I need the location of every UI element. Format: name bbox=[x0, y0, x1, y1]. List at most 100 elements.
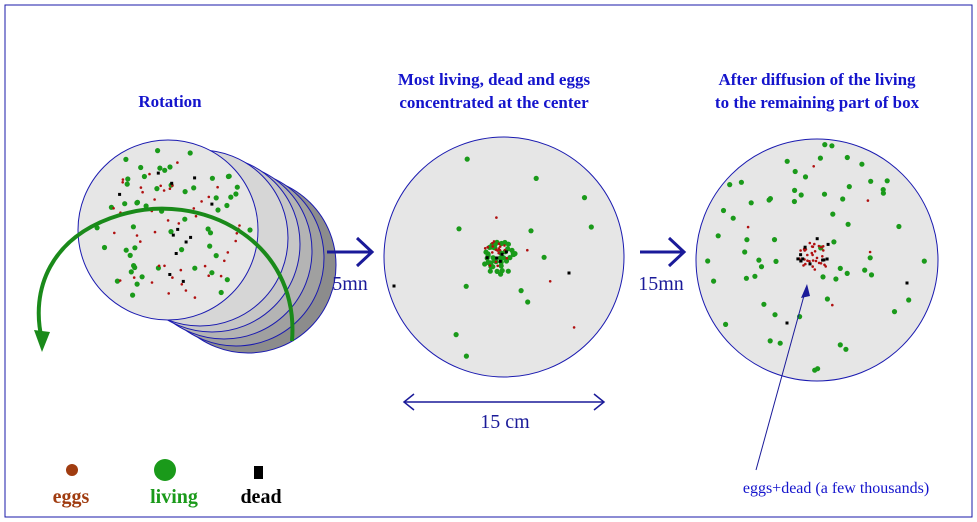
egg-particle bbox=[121, 178, 125, 181]
living-particle bbox=[463, 353, 469, 359]
living-particle bbox=[840, 196, 846, 202]
living-particle bbox=[723, 321, 729, 327]
diffusion-title-line2: to the remaining part of box bbox=[715, 93, 920, 112]
living-particle bbox=[831, 239, 837, 245]
center-panel: Most living, dead and eggs concentrated … bbox=[383, 70, 625, 433]
dead-particle bbox=[181, 279, 185, 283]
living-particle bbox=[845, 221, 851, 227]
diffusion-dish-particles bbox=[705, 142, 927, 373]
egg-particle bbox=[492, 240, 496, 243]
time-label-5mn: 5mn bbox=[332, 273, 368, 295]
dead-particle bbox=[801, 257, 805, 261]
egg-particle bbox=[811, 253, 814, 257]
living-particle bbox=[822, 142, 828, 148]
living-particle bbox=[767, 338, 773, 344]
egg-particle bbox=[498, 248, 502, 252]
living-particle bbox=[868, 178, 874, 184]
egg-particle bbox=[526, 248, 529, 252]
living-particle bbox=[859, 161, 865, 167]
living-particle bbox=[124, 181, 130, 187]
living-particle bbox=[155, 148, 161, 154]
egg-particle bbox=[572, 326, 576, 329]
living-particle bbox=[134, 281, 140, 287]
dead-particle bbox=[799, 259, 803, 263]
dead-particle bbox=[796, 257, 800, 261]
living-particle bbox=[494, 268, 500, 274]
living-particle bbox=[766, 197, 772, 203]
legend-living-label: living bbox=[150, 486, 198, 508]
living-particle bbox=[485, 259, 491, 265]
diffusion-title-line1: After diffusion of the living bbox=[718, 70, 916, 89]
egg-particle bbox=[235, 232, 239, 235]
egg-particle bbox=[822, 249, 825, 252]
egg-particle bbox=[821, 254, 824, 258]
egg-particle bbox=[238, 224, 241, 227]
living-particle bbox=[758, 264, 765, 270]
living-particle bbox=[130, 224, 136, 230]
dead-particle bbox=[118, 192, 122, 196]
living-particle bbox=[837, 265, 843, 271]
living-particle bbox=[224, 277, 230, 283]
center-dish-particles bbox=[392, 156, 594, 359]
egg-particle bbox=[118, 279, 122, 282]
annotation-pointer-head bbox=[801, 284, 810, 298]
living-particle bbox=[906, 297, 912, 303]
living-particle bbox=[830, 211, 836, 217]
living-particle bbox=[125, 176, 131, 182]
living-particle bbox=[533, 175, 539, 181]
dead-particle bbox=[808, 262, 812, 266]
egg-particle bbox=[171, 276, 174, 279]
living-particle bbox=[784, 158, 790, 164]
dead-particle bbox=[176, 227, 180, 231]
egg-particle bbox=[139, 186, 143, 189]
living-particle bbox=[179, 247, 185, 253]
living-particle bbox=[168, 229, 174, 235]
living-particle bbox=[209, 270, 215, 276]
living-particle bbox=[228, 194, 234, 200]
living-particle bbox=[743, 275, 750, 281]
living-particle bbox=[812, 367, 818, 373]
dead-particle bbox=[504, 250, 508, 254]
diffusion-panel: After diffusion of the living to the rem… bbox=[695, 70, 939, 497]
living-particle bbox=[509, 247, 515, 253]
egg-particle bbox=[497, 251, 501, 255]
egg-particle bbox=[494, 260, 498, 264]
living-particle bbox=[101, 244, 108, 251]
egg-particle bbox=[194, 214, 198, 218]
living-particle bbox=[820, 274, 826, 280]
egg-particle bbox=[820, 246, 823, 249]
living-particle bbox=[742, 249, 748, 255]
living-particle bbox=[224, 202, 230, 209]
egg-particle bbox=[216, 185, 219, 189]
egg-particle bbox=[496, 264, 500, 268]
egg-particle bbox=[135, 234, 139, 237]
egg-particle bbox=[483, 247, 487, 250]
egg-particle bbox=[808, 241, 812, 245]
egg-particle bbox=[153, 230, 157, 234]
living-particle bbox=[884, 178, 890, 184]
egg-particle bbox=[866, 199, 870, 202]
egg-particle bbox=[813, 250, 817, 253]
dead-particle bbox=[170, 181, 174, 185]
dead-particle bbox=[210, 202, 214, 206]
egg-particle bbox=[234, 239, 237, 243]
egg-particle bbox=[184, 289, 188, 292]
egg-particle bbox=[802, 248, 806, 251]
annotation-text: eggs+dead (a few thousands) bbox=[743, 480, 929, 497]
egg-particle bbox=[498, 245, 502, 248]
egg-particle bbox=[179, 268, 183, 272]
dead-particle bbox=[184, 240, 188, 244]
living-particle bbox=[247, 227, 253, 233]
living-particle bbox=[744, 237, 750, 243]
egg-particle bbox=[491, 241, 494, 245]
egg-particle bbox=[503, 244, 506, 247]
egg-particle bbox=[112, 207, 115, 210]
living-particle bbox=[213, 195, 219, 201]
egg-particle bbox=[496, 249, 499, 252]
egg-particle bbox=[219, 274, 223, 278]
living-particle bbox=[134, 199, 141, 205]
dead-particle bbox=[174, 252, 178, 255]
living-particle bbox=[123, 156, 129, 162]
living-particle bbox=[130, 292, 136, 298]
living-particle bbox=[720, 207, 727, 214]
